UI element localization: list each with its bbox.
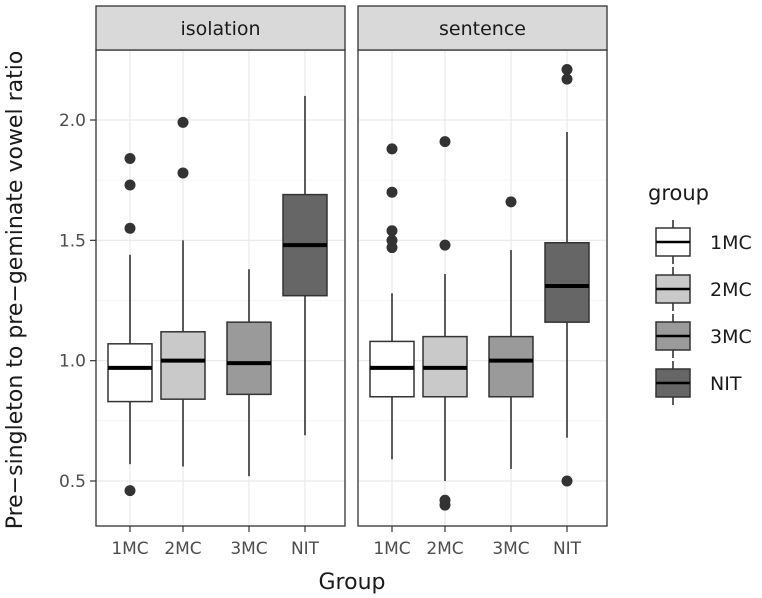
facet-sentence: sentence [357, 5, 608, 527]
outlier-point [386, 225, 398, 237]
legend-item-1MC: 1MC [655, 220, 752, 264]
box-body [488, 335, 534, 398]
facet-strip [357, 5, 608, 51]
legend-item-3MC: 3MC [655, 314, 752, 358]
x-tick-label: NIT [291, 539, 320, 559]
box-body [107, 343, 153, 403]
box-body [544, 241, 590, 323]
outlier-point [439, 239, 451, 251]
legend-item-2MC: 2MC [655, 267, 752, 311]
y-axis-label: Pre−singleton to pre−geminate vowel rati… [3, 51, 28, 530]
box-isolation-2MC [160, 116, 206, 467]
outlier-point [505, 196, 517, 208]
x-tick-label: 1MC [373, 539, 410, 559]
legend-label: 2MC [710, 279, 752, 301]
outlier-point [386, 234, 398, 246]
box-isolation-NIT [282, 95, 328, 436]
facet-strip-label: isolation [180, 18, 260, 40]
legend-title: group [648, 181, 709, 205]
y-tick-label: 0.5 [59, 472, 86, 492]
outlier-point [386, 186, 398, 198]
x-tick-label: 3MC [230, 539, 267, 559]
axes: Pre−singleton to pre−geminate vowel rati… [3, 51, 582, 595]
legend-item-NIT: NIT [655, 361, 742, 405]
legend-label: 3MC [710, 326, 752, 348]
outlier-point [124, 222, 136, 234]
legend-label: NIT [710, 373, 742, 395]
outlier-point [561, 63, 573, 75]
x-tick-label: NIT [553, 539, 582, 559]
y-tick-label: 2.0 [59, 111, 86, 131]
outlier-point [124, 179, 136, 191]
facet-isolation: isolation [95, 5, 346, 527]
x-tick-label: 1MC [111, 539, 148, 559]
box-sentence-NIT [544, 63, 590, 487]
box-sentence-2MC [422, 136, 468, 511]
box-isolation-3MC [226, 269, 272, 477]
outlier-point [386, 143, 398, 155]
outlier-point [124, 485, 136, 497]
y-tick-label: 1.5 [59, 231, 86, 251]
legend-label: 1MC [710, 232, 752, 254]
x-tick-label: 2MC [426, 539, 463, 559]
box-body [160, 331, 206, 400]
legend: group 1MC 2MC 3MC NIT [648, 181, 752, 405]
outlier-point [561, 73, 573, 85]
outlier-point [439, 494, 451, 506]
box-body [226, 321, 272, 396]
outlier-point [124, 153, 136, 165]
x-tick-label: 2MC [164, 539, 201, 559]
box-sentence-3MC [488, 196, 534, 469]
facet-panels: isolation sentence [95, 5, 608, 527]
facet-strip-label: sentence [439, 18, 526, 40]
x-tick-label: 3MC [492, 539, 529, 559]
outlier-point [177, 116, 189, 128]
y-tick-label: 1.0 [59, 352, 86, 372]
box-sentence-1MC [369, 143, 415, 460]
x-axis-label: Group [319, 570, 386, 595]
facet-strip [95, 5, 346, 51]
box-isolation-1MC [107, 153, 153, 497]
outlier-point [561, 475, 573, 487]
outlier-point [439, 136, 451, 148]
outlier-point [177, 167, 189, 179]
